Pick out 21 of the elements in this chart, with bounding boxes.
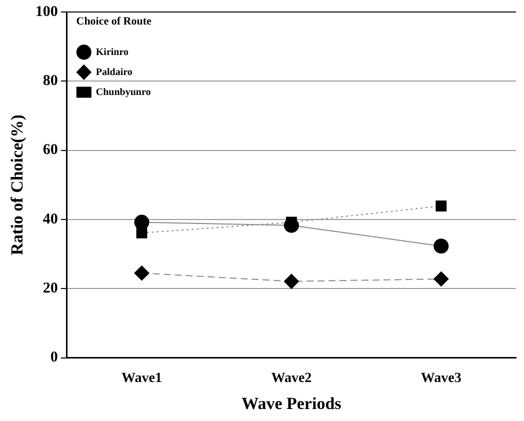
- x-tick-label: Wave1: [122, 370, 162, 386]
- y-tick-label: 100: [35, 4, 58, 20]
- point: [134, 266, 150, 281]
- y-tick-label: 20: [42, 280, 58, 297]
- y-tick-label: 40: [42, 211, 58, 228]
- x-axis-title: Wave Periods: [242, 394, 342, 414]
- y-axis-title: Ratio of Choice(%): [8, 114, 27, 256]
- legend-label: Paldairo: [96, 66, 132, 78]
- legend-label: Kirinro: [96, 46, 128, 58]
- point: [284, 274, 299, 289]
- point: [136, 228, 148, 238]
- y-tick-label: 80: [42, 73, 58, 90]
- point: [434, 271, 449, 286]
- x-tick-label: Wave3: [420, 370, 462, 386]
- point: [434, 238, 449, 254]
- legend-title: Choice of Route: [76, 15, 152, 28]
- y-tick-label: 0: [50, 350, 58, 366]
- x-tick-label: Wave2: [271, 370, 312, 386]
- y-tick-label: 60: [42, 142, 58, 158]
- legend-label: Chunbyunro: [96, 86, 151, 98]
- point: [436, 200, 447, 212]
